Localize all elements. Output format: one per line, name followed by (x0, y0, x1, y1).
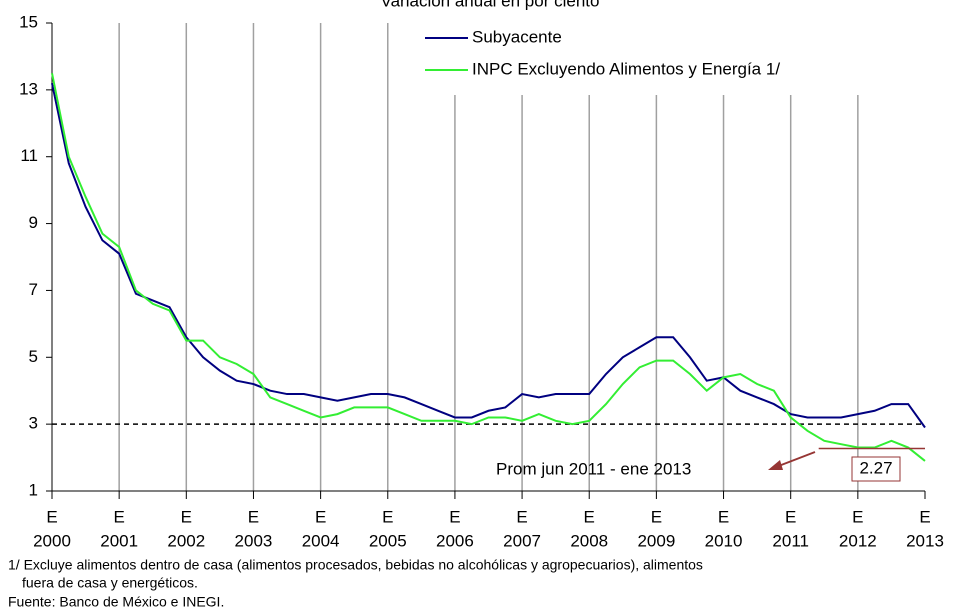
x-tick-label: 2006 (436, 531, 474, 550)
chart-title: Variación anual en por ciento (381, 0, 600, 10)
y-tick-label: 3 (29, 414, 38, 433)
x-tick-label: 2000 (33, 531, 71, 550)
x-tick-label: 2003 (235, 531, 273, 550)
x-tick-month: E (516, 507, 527, 526)
x-tick-month: E (584, 507, 595, 526)
x-tick-label: 2008 (570, 531, 608, 550)
x-tick-label: 2011 (772, 531, 809, 550)
x-tick-month: E (651, 507, 662, 526)
x-tick-label: 2009 (637, 531, 675, 550)
series-line (51, 72, 926, 462)
legend-label: Subyacente (472, 27, 562, 46)
x-tick-month: E (718, 507, 729, 526)
annotation: Prom jun 2011 - ene 2013 (496, 459, 691, 478)
x-tick-month: E (248, 507, 259, 526)
y-tick-label: 7 (29, 280, 38, 299)
y-tick-label: 5 (29, 347, 38, 366)
x-tick-label: 2013 (906, 531, 944, 550)
x-tick-label: 2012 (839, 531, 877, 550)
x-tick-label: 2001 (100, 531, 138, 550)
x-tick-month: E (449, 507, 460, 526)
x-tick-month: E (919, 507, 930, 526)
legend-label: INPC Excluyendo Alimentos y Energía 1/ (472, 59, 780, 78)
average-box (851, 456, 901, 482)
x-tick-month: E (785, 507, 796, 526)
x-tick-label: 2010 (705, 531, 743, 550)
arrow-head (768, 460, 783, 470)
y-tick-label: 13 (19, 79, 38, 98)
x-tick-label: 2007 (503, 531, 541, 550)
average-label: 2.27 (859, 458, 892, 477)
footnote: 1/ Excluye alimentos dentro de casa (ali… (8, 557, 703, 573)
arrow (775, 451, 816, 468)
footnote: fuera de casa y energéticos. (22, 575, 198, 591)
x-tick-month: E (382, 507, 393, 526)
x-tick-month: E (315, 507, 326, 526)
x-tick-month: E (113, 507, 124, 526)
y-tick-label: 11 (20, 146, 38, 165)
x-tick-month: E (852, 507, 863, 526)
source: Fuente: Banco de México e INEGI. (8, 594, 224, 610)
y-tick-label: 9 (29, 213, 38, 232)
x-tick-month: E (46, 507, 57, 526)
x-tick-label: 2005 (369, 531, 407, 550)
series-line (51, 82, 926, 429)
y-tick-label: 1 (29, 480, 38, 499)
x-tick-month: E (181, 507, 192, 526)
y-tick-label: 15 (19, 12, 38, 31)
x-tick-label: 2004 (302, 531, 340, 550)
x-tick-label: 2002 (167, 531, 205, 550)
